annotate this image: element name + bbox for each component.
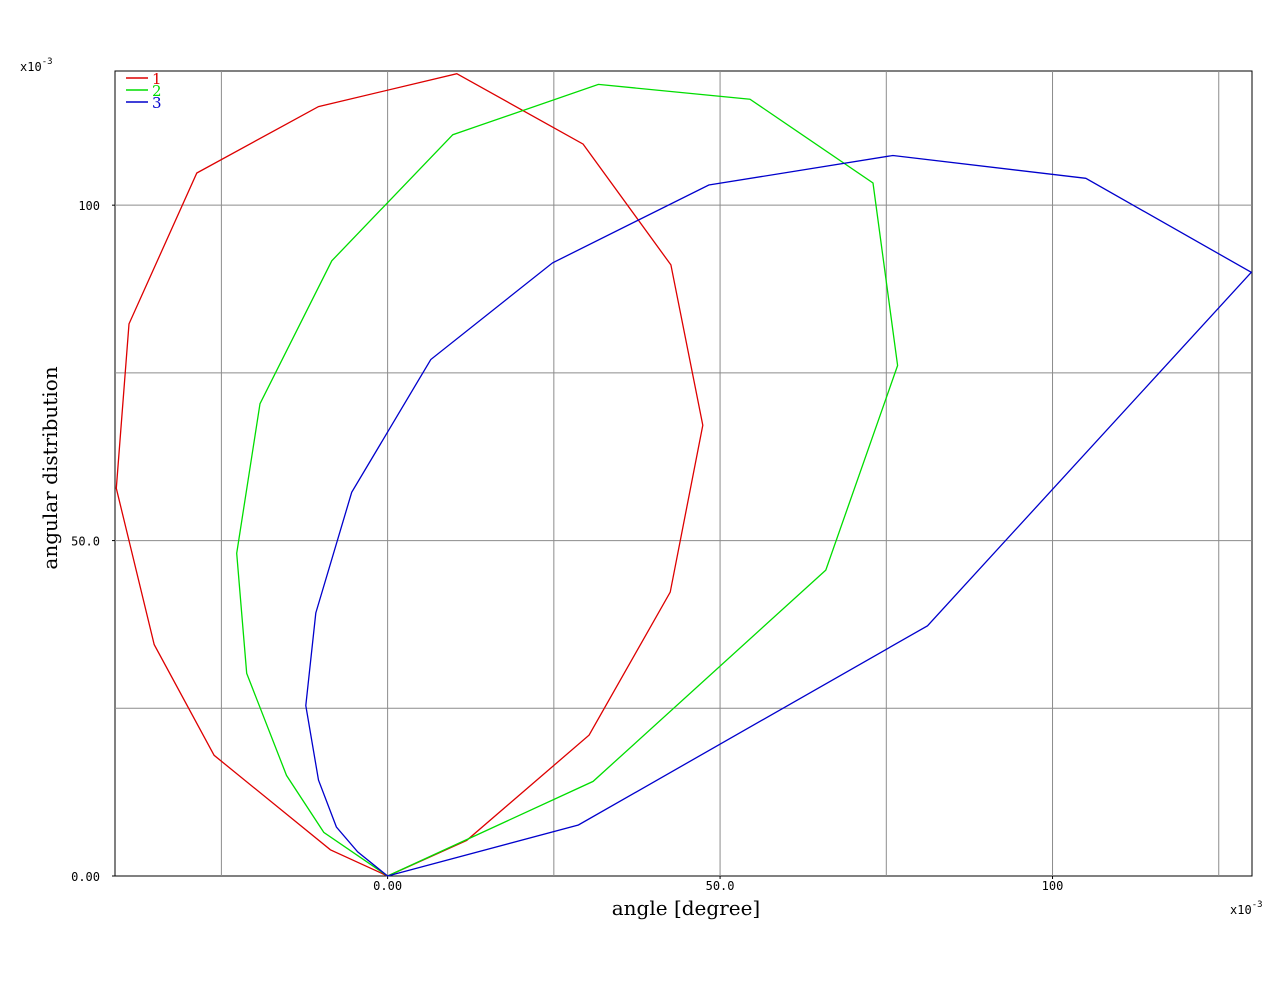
y-tick-label: 0.00 — [71, 870, 100, 884]
plot-frame — [114, 70, 1253, 877]
y-tick-label: 100 — [78, 199, 100, 213]
x-tick-label: 0.00 — [373, 879, 402, 893]
y-multiplier: x10-3 — [20, 57, 53, 74]
y-multiplier-exponent: -3 — [42, 57, 53, 67]
legend-label: 1 — [152, 70, 162, 88]
x-axis-title: angle [degree] — [612, 896, 760, 920]
x-multiplier-exponent: -3 — [1252, 900, 1263, 910]
y-tick-label: 50.0 — [71, 535, 100, 549]
x-tick-label: 100 — [1042, 879, 1064, 893]
y-multiplier-base: x10 — [20, 60, 42, 74]
legend-label: 2 — [152, 82, 162, 100]
series-line — [305, 154, 1253, 877]
legend-item: 2 — [126, 82, 162, 100]
x-tick-label: 50.0 — [706, 879, 735, 893]
legend-item: 3 — [126, 94, 162, 112]
legend-item: 1 — [126, 70, 162, 88]
y-axis-title: angular distribution — [38, 366, 62, 569]
series-line — [115, 73, 704, 877]
legend-label: 3 — [152, 94, 162, 112]
series-line — [236, 83, 899, 877]
x-multiplier: x10-3 — [1230, 900, 1263, 917]
x-multiplier-base: x10 — [1230, 903, 1252, 917]
